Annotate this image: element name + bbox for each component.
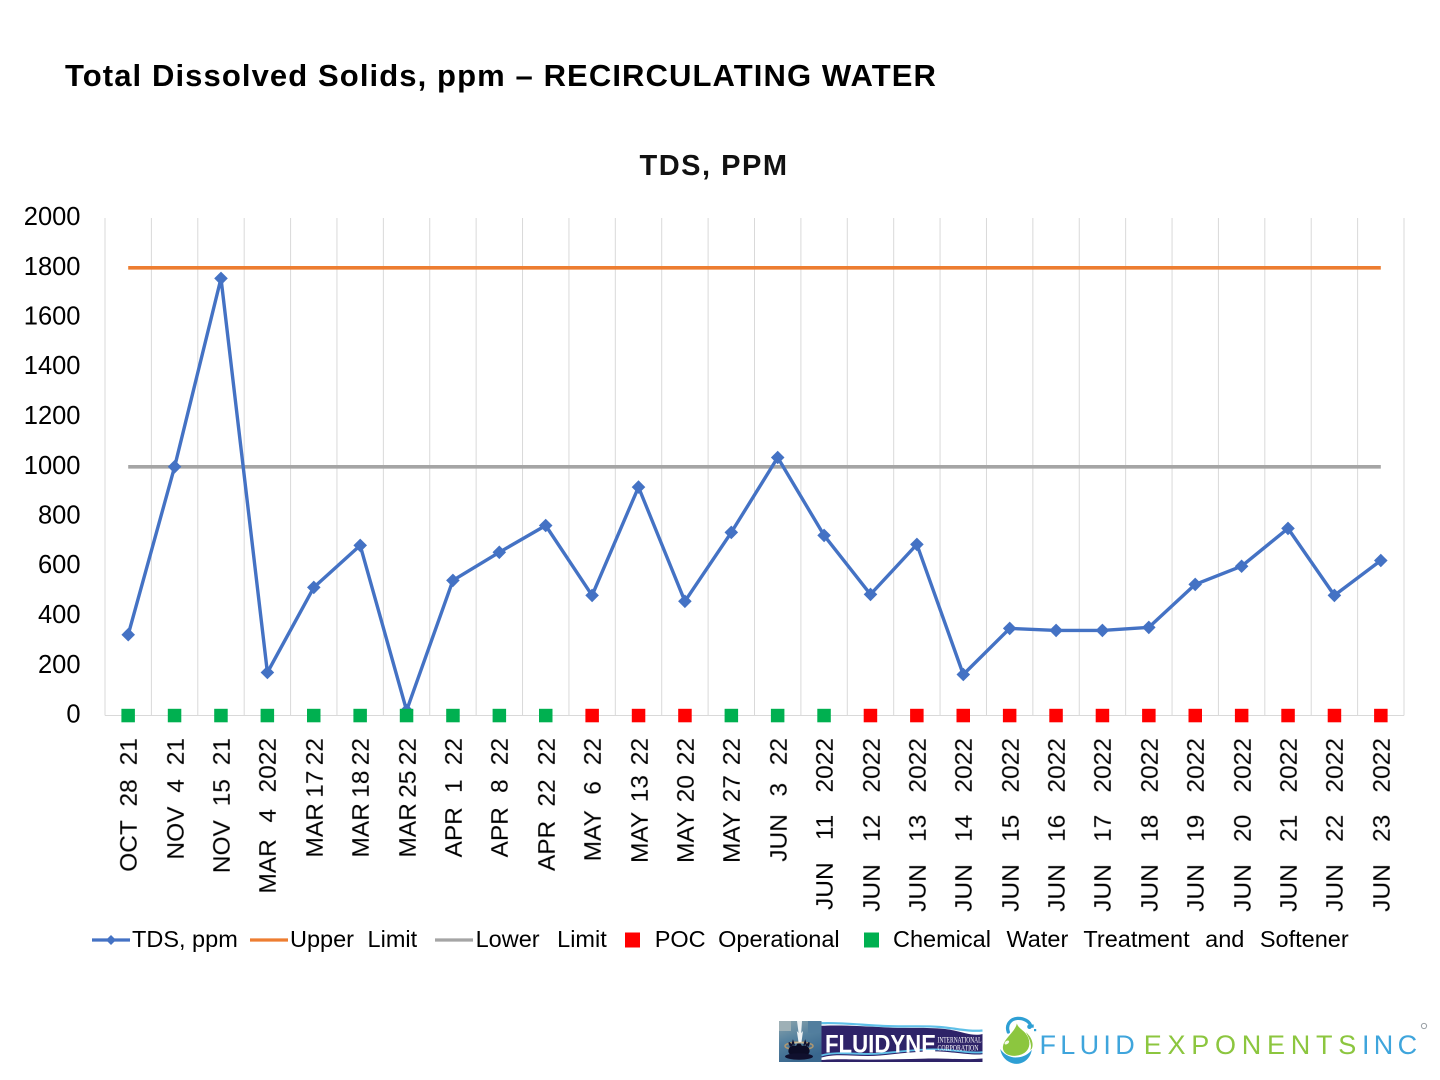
svg-text:1000: 1000: [24, 452, 81, 480]
svg-text:400: 400: [38, 601, 81, 629]
svg-text:800: 800: [38, 502, 81, 530]
svg-text:1600: 1600: [24, 303, 81, 331]
svg-text:200: 200: [38, 651, 81, 679]
svg-text:1400: 1400: [24, 352, 81, 380]
svg-text:1800: 1800: [24, 253, 81, 281]
svg-text:0: 0: [66, 701, 80, 729]
svg-text:1200: 1200: [24, 402, 81, 430]
svg-text:2000: 2000: [24, 203, 81, 231]
svg-text:600: 600: [38, 551, 81, 579]
